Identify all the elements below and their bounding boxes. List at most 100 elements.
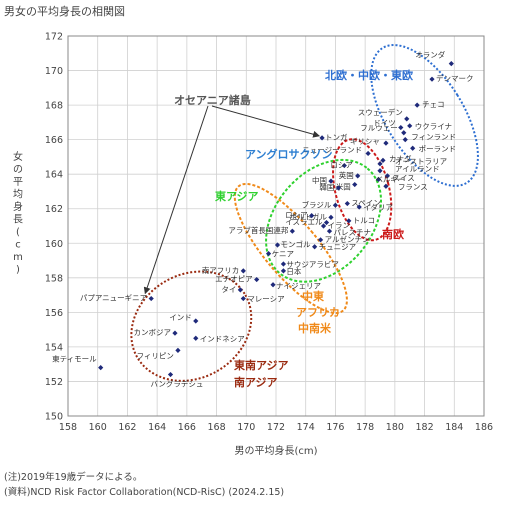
data-point bbox=[410, 145, 416, 151]
footnotes: (注)2019年19歳データによる。 (資料)NCD Risk Factor C… bbox=[4, 470, 284, 500]
point-label: トルコ bbox=[353, 216, 375, 225]
point-label: ロシア bbox=[285, 211, 308, 220]
group-ellipse bbox=[332, 138, 393, 242]
point-label: オランダ bbox=[415, 50, 445, 60]
axes bbox=[67, 35, 485, 417]
point-label: フランス bbox=[398, 182, 428, 191]
y-tick-label: 160 bbox=[45, 239, 63, 250]
data-point bbox=[148, 295, 154, 302]
chart-title: 男女の平均身長の相関図 bbox=[4, 5, 125, 18]
data-point bbox=[280, 268, 287, 274]
point-label: カンボジア bbox=[133, 328, 171, 337]
data-point bbox=[375, 176, 382, 182]
x-tick-label: 178 bbox=[356, 422, 374, 433]
group-labels: 北欧・中欧・東欧オセアニア諸島アングロサクソン東アジア南欧中東アフリカ中南米東南… bbox=[174, 68, 413, 389]
data-point bbox=[335, 185, 341, 191]
group-label: 東アジア bbox=[215, 189, 259, 203]
point-label: ドイツ bbox=[373, 119, 396, 128]
point-label: エチオピア bbox=[215, 275, 253, 284]
data-point bbox=[341, 162, 347, 169]
data-point bbox=[377, 161, 383, 167]
data-point bbox=[383, 140, 389, 146]
point-label: ベルギー bbox=[375, 175, 405, 184]
tick-labels: 158 160 162 164 166 168 170 172 174 176 178 180 182 1… bbox=[45, 32, 493, 434]
point-label: フィリピン bbox=[137, 351, 174, 360]
data-point bbox=[289, 228, 295, 234]
data-point bbox=[344, 200, 350, 207]
point-label: インド bbox=[169, 313, 192, 322]
note-line: (注)2019年19歳データによる。 bbox=[4, 472, 143, 483]
group-label: 東南アジア bbox=[234, 358, 289, 372]
point-label: サウジアラビア bbox=[286, 260, 339, 269]
point-label: 米国 bbox=[336, 182, 351, 192]
point-label: ポルトガル bbox=[289, 211, 327, 221]
x-tick-label: 168 bbox=[208, 422, 226, 433]
data-point bbox=[407, 123, 413, 129]
x-axis-label: 男の平均身長(cm) bbox=[234, 444, 317, 457]
point-label: パプアニューギニア bbox=[80, 294, 147, 303]
data-point bbox=[383, 183, 389, 189]
x-tick-label: 182 bbox=[416, 422, 434, 433]
plot-frame bbox=[67, 35, 485, 417]
point-label: スウェーデン bbox=[358, 107, 403, 117]
group-label: 中南米 bbox=[298, 321, 332, 335]
data-point bbox=[429, 76, 435, 82]
data-point bbox=[240, 268, 246, 274]
x-tick-label: 176 bbox=[326, 422, 344, 433]
point-label: ロシア bbox=[330, 161, 353, 170]
group-label: 南欧 bbox=[382, 227, 404, 241]
point-label: アルゼンチン bbox=[325, 234, 370, 244]
point-label: カナダ bbox=[389, 153, 412, 163]
point-label: マレーシア bbox=[247, 295, 284, 304]
group-label: 中東 bbox=[302, 289, 325, 303]
data-point bbox=[274, 242, 281, 248]
y-tick-label: 158 bbox=[45, 273, 63, 284]
point-label: アラブ首長国連邦 bbox=[228, 225, 288, 235]
data-point bbox=[309, 213, 315, 219]
data-point bbox=[352, 181, 358, 188]
x-tick-label: 172 bbox=[267, 422, 285, 433]
x-tick-label: 166 bbox=[178, 422, 196, 433]
x-tick-label: 160 bbox=[89, 422, 107, 433]
point-label: ギリシャ bbox=[350, 137, 380, 146]
data-point bbox=[323, 219, 330, 226]
data-point bbox=[328, 178, 334, 184]
data-point bbox=[380, 157, 386, 163]
point-label: ウクライナ bbox=[415, 122, 452, 131]
point-label: イラン bbox=[328, 221, 351, 230]
data-point bbox=[254, 276, 260, 283]
group-ellipse bbox=[233, 182, 348, 314]
data-point bbox=[193, 318, 199, 324]
point-label: チュニジア bbox=[319, 243, 357, 252]
group-ellipse bbox=[265, 158, 383, 283]
data-point bbox=[326, 228, 333, 234]
data-point bbox=[346, 218, 352, 224]
data-point bbox=[312, 244, 318, 250]
point-label: ブラジル bbox=[302, 199, 332, 209]
group-label: 南アジア bbox=[234, 375, 278, 389]
point-label: 英国 bbox=[339, 170, 354, 180]
point-label: イタリア bbox=[363, 203, 393, 212]
source-line: (資料)NCD Risk Factor Collaboration(NCD-Ri… bbox=[4, 487, 285, 498]
point-label: 東ティモール bbox=[52, 354, 97, 364]
point-label: ナイジェリア bbox=[276, 282, 321, 291]
arrow-to-png bbox=[143, 105, 209, 295]
point-label: フィンランド bbox=[411, 133, 456, 142]
data-point bbox=[365, 150, 371, 157]
group-ellipse bbox=[130, 270, 253, 382]
data-point bbox=[402, 137, 408, 143]
data-point bbox=[414, 102, 420, 108]
data-point bbox=[172, 330, 178, 336]
point-label: 南アフリカ bbox=[202, 265, 240, 275]
point-label: トンガ bbox=[325, 132, 348, 142]
data-point bbox=[317, 237, 324, 243]
group-label: アフリカ bbox=[296, 306, 340, 319]
x-tick-label: 174 bbox=[297, 422, 315, 433]
data-point bbox=[175, 347, 181, 353]
point-label: イスラエル bbox=[285, 218, 323, 227]
point-label: スイス bbox=[393, 173, 415, 182]
x-tick-label: 162 bbox=[118, 422, 136, 433]
y-tick-label: 164 bbox=[45, 170, 63, 181]
point-label: タイ bbox=[221, 285, 236, 294]
